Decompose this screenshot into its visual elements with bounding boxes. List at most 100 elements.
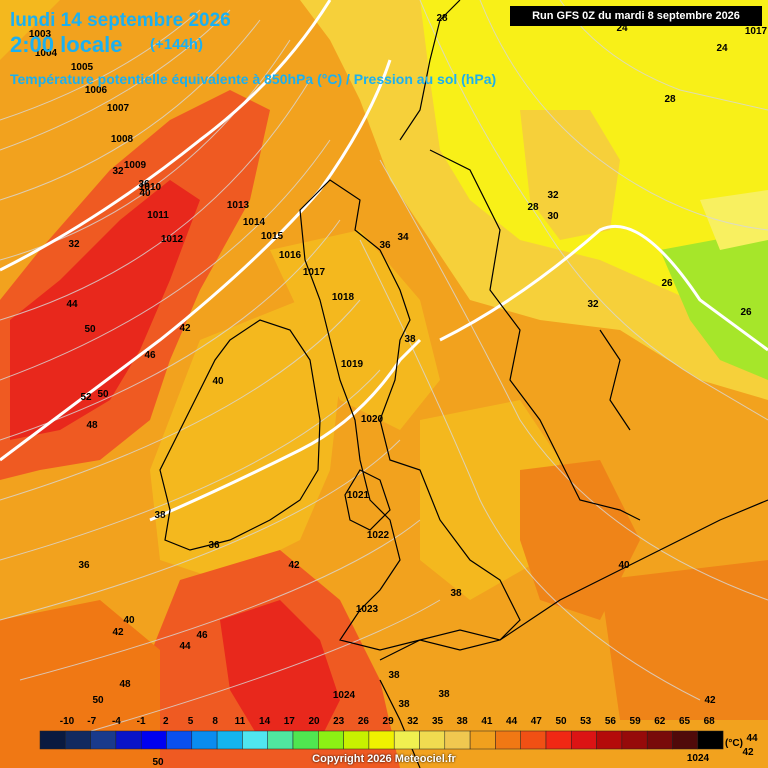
- theta-label: 44: [179, 641, 191, 652]
- legend-value-label: 38: [457, 716, 469, 727]
- theta-label: 28: [664, 94, 676, 105]
- legend-value-label: 65: [679, 716, 691, 727]
- theta-label: 36: [379, 240, 391, 251]
- legend-value-label: 5: [188, 716, 194, 727]
- legend-value-label: 8: [212, 716, 218, 727]
- legend-value-label: 53: [580, 716, 592, 727]
- legend-color-box: [267, 730, 294, 750]
- lead-time: (+144h): [150, 36, 203, 53]
- theta-label: 36: [78, 560, 90, 571]
- legend-color-box: [216, 730, 243, 750]
- legend-value-label: 44: [506, 716, 518, 727]
- legend-value-label: 14: [259, 716, 271, 727]
- theta-label: 24: [616, 23, 628, 34]
- pressure-label: 1024: [687, 753, 710, 764]
- pressure-label: 1006: [85, 85, 108, 96]
- pressure-label: 1005: [71, 62, 94, 73]
- legend-color-bar: [39, 730, 724, 750]
- theta-label: 42: [742, 747, 754, 758]
- legend-color-box: [393, 730, 420, 750]
- theta-label: 26: [661, 278, 673, 289]
- theta-label: 34: [397, 232, 409, 243]
- legend-value-label: 29: [383, 716, 395, 727]
- legend-color-box: [292, 730, 319, 750]
- theta-label: 32: [112, 166, 124, 177]
- legend-color-box: [115, 730, 142, 750]
- legend-value-label: 50: [555, 716, 567, 727]
- legend-unit: (°C): [725, 738, 743, 749]
- legend-color-box: [646, 730, 673, 750]
- theta-label: 30: [547, 211, 559, 222]
- theta-label: 50: [92, 695, 104, 706]
- legend-value-label: 35: [432, 716, 444, 727]
- pressure-label: 1024: [333, 690, 356, 701]
- legend-color-box: [444, 730, 471, 750]
- pressure-label: 1020: [361, 414, 384, 425]
- theta-label: 52: [80, 392, 92, 403]
- pressure-label: 1019: [341, 359, 364, 370]
- theta-label: 50: [152, 757, 164, 768]
- pressure-label: 1017: [303, 267, 326, 278]
- theta-label: 38: [398, 699, 410, 710]
- pressure-label: 1016: [279, 250, 302, 261]
- theta-label: 26: [740, 307, 752, 318]
- theta-label: 44: [66, 299, 78, 310]
- theta-label: 40: [212, 376, 224, 387]
- pressure-label: 1018: [332, 292, 355, 303]
- map-subtitle: Température potentielle équivalente à 85…: [10, 71, 497, 87]
- legend-color-box: [90, 730, 117, 750]
- theta-label: 46: [144, 350, 156, 361]
- legend-color-box: [520, 730, 547, 750]
- theta-label: 48: [119, 679, 131, 690]
- pressure-label: 1008: [111, 134, 134, 145]
- legend-value-label: 26: [358, 716, 370, 727]
- legend-color-box: [39, 730, 66, 750]
- theta-label: 44: [746, 733, 758, 744]
- pressure-label: 1023: [356, 604, 379, 615]
- pressure-label: 1012: [161, 234, 184, 245]
- theta-label: 28: [527, 202, 539, 213]
- pressure-label: 1010: [139, 182, 162, 193]
- legend-color-box: [545, 730, 572, 750]
- legend-color-box: [242, 730, 268, 750]
- theta-label: 40: [123, 615, 135, 626]
- legend-color-box: [368, 730, 395, 750]
- theta-label: 42: [704, 695, 716, 706]
- legend-color-box: [697, 730, 724, 750]
- theta-label: 38: [154, 510, 166, 521]
- legend-color-box: [495, 730, 521, 750]
- theta-label: 38: [404, 334, 416, 345]
- theta-label: 36: [208, 540, 220, 551]
- legend-color-box: [166, 730, 193, 750]
- theta-label: 40: [618, 560, 630, 571]
- theta-label: 48: [86, 420, 98, 431]
- forecast-date: lundi 14 septembre 2026: [10, 10, 231, 31]
- legend-color-box: [140, 730, 167, 750]
- forecast-time: 2:00 locale: [10, 32, 123, 57]
- theta-label: 46: [196, 630, 208, 641]
- color-legend: -10 -7 -4 -1 2 5 8 11 14 17 20 23 26 29 32 35 38 41 44 47 50…: [39, 716, 743, 750]
- pressure-label: 1021: [347, 490, 370, 501]
- legend-value-label: 11: [235, 716, 246, 727]
- theta-label: 38: [438, 689, 450, 700]
- pressure-label: 1022: [367, 530, 390, 541]
- legend-labels: -10 -7 -4 -1 2 5 8 11 14 17 20 23 26 29 32 35 38 41 44 47 50…: [60, 716, 715, 727]
- legend-value-label: 2: [163, 716, 169, 727]
- pressure-label: 1014: [243, 217, 266, 228]
- legend-value-label: 20: [308, 716, 320, 727]
- theta-label: 38: [388, 670, 400, 681]
- legend-value-label: -4: [112, 716, 121, 727]
- pressure-label: 1004: [35, 48, 58, 59]
- legend-value-label: 56: [605, 716, 617, 727]
- legend-color-box: [65, 730, 91, 750]
- legend-value-label: 23: [333, 716, 345, 727]
- pressure-label: 1017: [745, 26, 768, 37]
- legend-value-label: 17: [284, 716, 296, 727]
- theta-label: 40: [139, 188, 151, 199]
- pressure-label: 1011: [147, 210, 169, 221]
- pressure-labels: 1004 1005 1006 1007 1008 1009 1010 1011 1012 1013…: [29, 26, 768, 764]
- run-info-badge: Run GFS 0Z du mardi 8 septembre 2026: [510, 6, 762, 26]
- reference-lines: [0, 0, 768, 522]
- theta-label: 42: [179, 323, 191, 334]
